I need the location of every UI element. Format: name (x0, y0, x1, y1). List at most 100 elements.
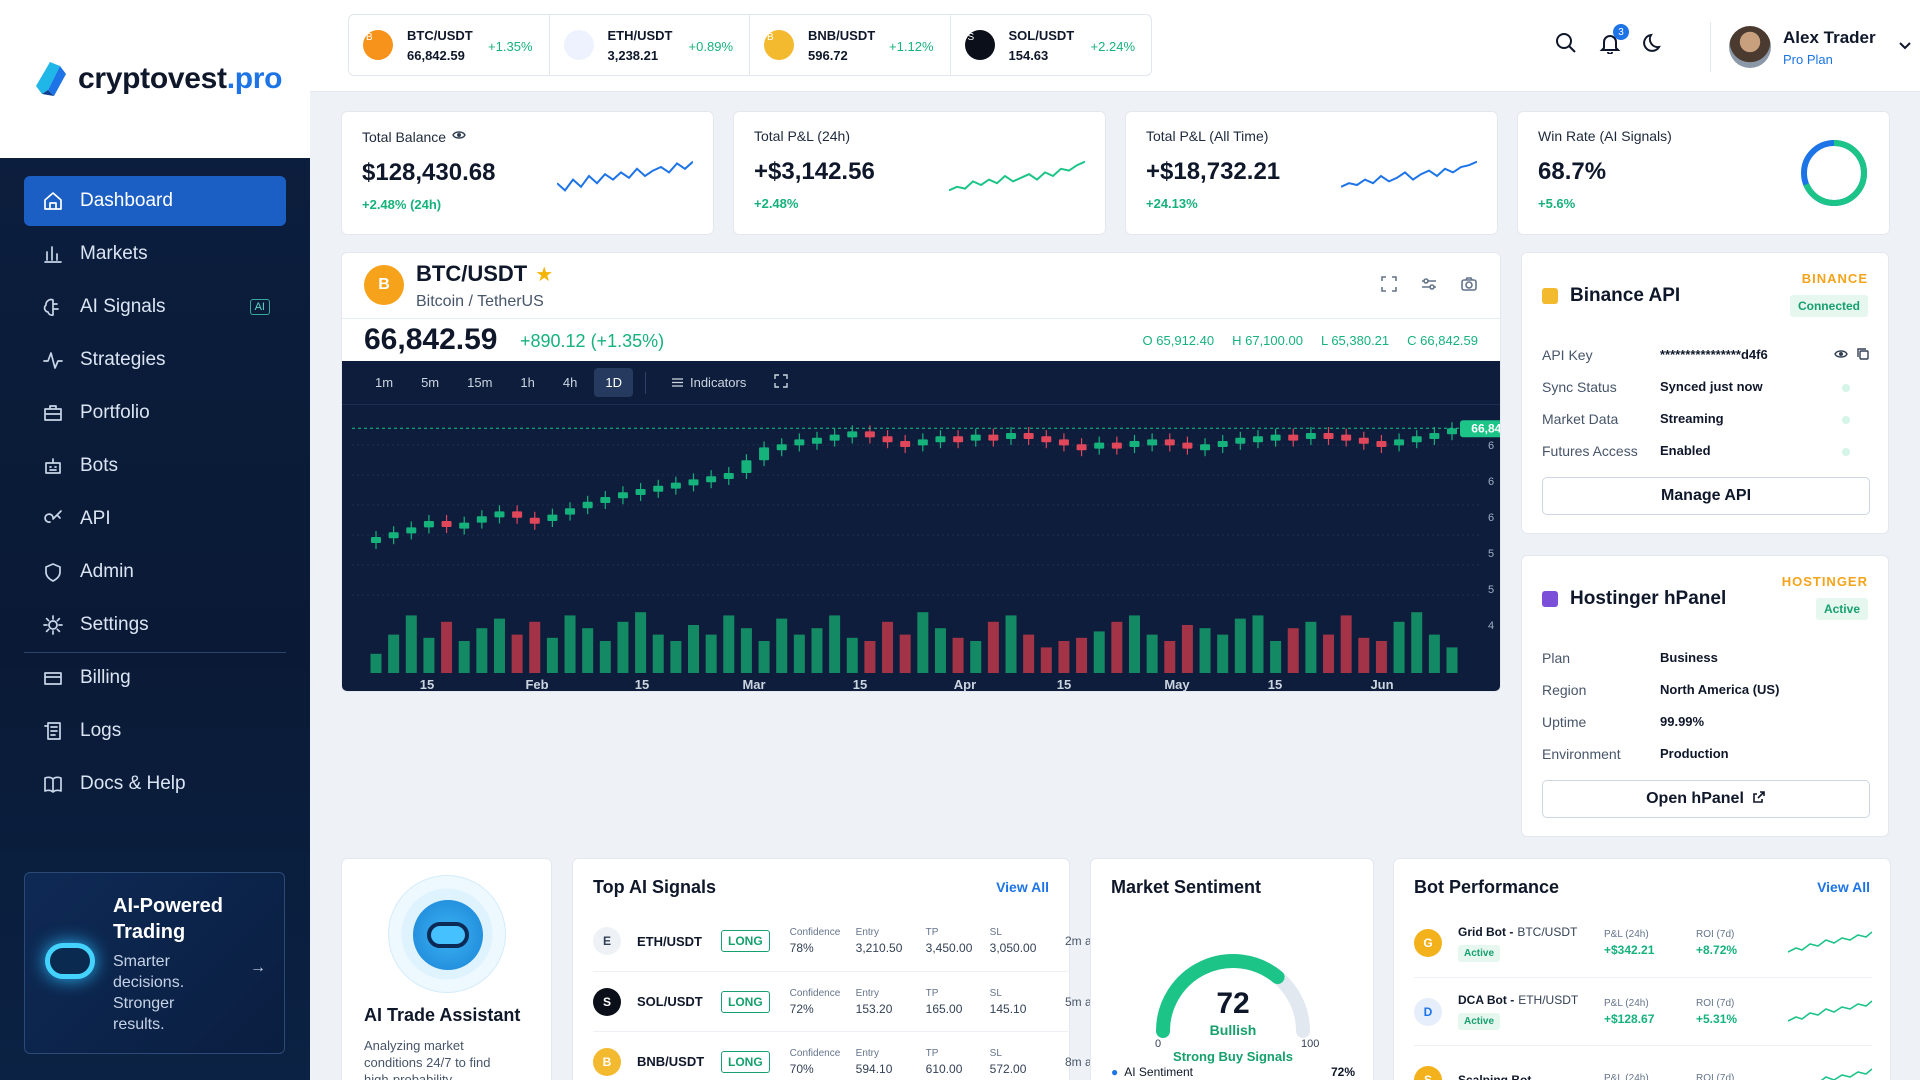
timeframe-1D[interactable]: 1D (594, 368, 633, 397)
sidebar-item-logs[interactable]: Logs (24, 706, 286, 756)
info-row: Futures Access Enabled (1542, 443, 1870, 459)
timeframe-5m[interactable]: 5m (421, 375, 440, 390)
timeframe-15m[interactable]: 15m (467, 375, 493, 390)
ai-assistant-card[interactable]: AI Trade Assistant Analyzing market cond… (341, 858, 552, 1080)
hostinger-status-badge: Active (1815, 598, 1868, 620)
camera-icon[interactable] (1460, 275, 1478, 298)
signal-row[interactable]: B BNB/USDT LONG Confidence 70% Entry 594.10 TP 6… (593, 1031, 1105, 1080)
x-tick-label: 15 (1057, 677, 1071, 692)
logo-icon (36, 62, 66, 96)
signal-side-badge: LONG (721, 990, 770, 1013)
candle (688, 479, 699, 486)
fullscreen-icon[interactable] (763, 367, 799, 398)
candlestick-chart[interactable]: 15 Feb 15 Mar 15 Apr 15 May 15 Jun 6 6 6 5 5 4 66,842.59 (342, 405, 1501, 692)
coin-icon: S (964, 30, 995, 60)
kpi-change: +24.13% (1146, 196, 1198, 211)
bot-row[interactable]: G Grid Bot - BTC/USDT Active P&L (24h) +$342.… (1414, 909, 1872, 977)
sidebar-item-markets[interactable]: Markets (24, 229, 286, 279)
ticker-item[interactable]: B BTC/USDT 66,842.59 +1.35% (349, 15, 550, 75)
col-header: SL (989, 927, 1002, 938)
sidebar-item-portfolio[interactable]: Portfolio (24, 388, 286, 438)
timeframe-4h[interactable]: 4h (562, 375, 578, 390)
status-dot (1842, 416, 1850, 424)
candle (1447, 428, 1457, 435)
kpi-change: +5.6% (1538, 196, 1576, 211)
ticker-item[interactable]: S SOL/USDT 154.63 +2.24% (951, 15, 1152, 75)
candle (741, 460, 752, 473)
sidebar-item-strategies[interactable]: Strategies (24, 335, 286, 385)
price-change: +890.12 (+1.35%) (520, 331, 665, 351)
bot-row[interactable]: D DCA Bot - ETH/USDT Active P&L (24h) +$128.6… (1414, 977, 1872, 1045)
bot-name: Scalping Bot - (1458, 1072, 1539, 1080)
ticker-item[interactable]: ETH/USDT 3,238.21 +0.89% (550, 15, 750, 75)
chevron-down-icon[interactable] (1898, 38, 1912, 57)
volume-bar (829, 615, 841, 673)
sidebar-item-settings[interactable]: Settings (24, 600, 286, 653)
signal-confidence: Confidence 78% (790, 927, 844, 955)
copy-icon[interactable] (1856, 347, 1870, 364)
sidebar-item-label: Logs (80, 720, 122, 741)
signal-entry: Entry 3,210.50 (856, 927, 914, 955)
sentiment-gauge: 0 100 72 Bullish Strong Buy Signals (1155, 954, 1319, 1064)
key-icon (42, 508, 64, 530)
sidebar-item-dashboard[interactable]: Dashboard (24, 176, 286, 226)
bot-status-badge: Active (1458, 944, 1501, 962)
timeframe-1h[interactable]: 1h (520, 375, 535, 390)
signal-entry: Entry 594.10 (856, 1048, 914, 1076)
bots-view-all-link[interactable]: View All (1817, 879, 1870, 895)
eye-icon[interactable] (452, 128, 466, 145)
bot-row[interactable]: S Scalping Bot - P&L (24h) ROI (7d) (1414, 1045, 1872, 1080)
volume-bar (776, 618, 788, 673)
signals-view-all-link[interactable]: View All (996, 879, 1049, 895)
info-row: Uptime 99.99% (1542, 714, 1870, 730)
briefcase-icon (42, 402, 64, 424)
sliders-icon[interactable] (1420, 275, 1438, 298)
signal-row[interactable]: S SOL/USDT LONG Confidence 72% Entry 153.20 TP 1… (593, 971, 1105, 1031)
signal-row[interactable]: E ETH/USDT LONG Confidence 78% Entry 3,210.50 T… (593, 911, 1105, 971)
col-header: TP (925, 987, 939, 999)
kpi-change: +2.48% (754, 196, 799, 211)
sparkline (1809, 1067, 1872, 1080)
candle (970, 434, 981, 441)
sidebar-item-billing[interactable]: Billing (24, 653, 286, 703)
logo[interactable]: cryptovest.pro (0, 0, 310, 158)
sidebar-item-label: API (80, 508, 111, 529)
sidebar-item-api[interactable]: API (24, 494, 286, 544)
sidebar-item-label: Docs & Help (80, 773, 186, 794)
expand-icon[interactable] (1380, 275, 1398, 298)
search-icon[interactable] (1555, 32, 1577, 54)
sidebar-item-bots[interactable]: Bots (24, 441, 286, 491)
col-value: 3,050.00 (989, 941, 1037, 955)
kpi-label: Total P&L (24h) (754, 128, 850, 144)
bell-icon[interactable]: 3 (1599, 24, 1629, 55)
timeframe-1m[interactable]: 1m (375, 375, 394, 390)
candle (706, 476, 717, 483)
sidebar-item-admin[interactable]: Admin (24, 547, 286, 597)
indicators-button[interactable]: Indicators (660, 368, 757, 397)
signal-tp: TP 3,450.00 (926, 927, 978, 955)
y-tick-label: 5 (1488, 548, 1494, 560)
star-icon[interactable]: ★ (535, 264, 554, 286)
sparkline (949, 160, 1085, 192)
eye-icon[interactable] (1834, 347, 1848, 364)
ai-pill-icon (45, 943, 95, 979)
ticker-item[interactable]: B BNB/USDT 596.72 +1.12% (750, 15, 951, 75)
candle (1023, 433, 1034, 439)
ai-promo-card[interactable]: AI-Powered Trading Smarter decisions. St… (24, 872, 285, 1054)
ticker-change: +1.12% (889, 39, 934, 54)
signal-side-badge: LONG (721, 930, 770, 952)
promo-title: AI-Powered Trading (113, 895, 224, 943)
sidebar-item-ai-signals[interactable]: AI Signals AI (24, 282, 286, 332)
manage-api-button[interactable]: Manage API (1542, 477, 1870, 515)
volume-bar (1252, 615, 1264, 673)
status-dot (1842, 448, 1850, 456)
open-hpanel-button[interactable]: Open hPanel (1542, 780, 1870, 818)
moon-icon[interactable] (1643, 32, 1665, 54)
user-menu[interactable]: Alex Trader Pro Plan (1710, 22, 1912, 72)
volume-bar (423, 637, 435, 673)
arrow-right-icon[interactable]: → (250, 959, 266, 976)
bar-chart-icon (42, 243, 64, 265)
sidebar-item-docs-help[interactable]: Docs & Help (24, 759, 286, 809)
top-signals-card: Top AI Signals View All E ETH/USDT LONG Con… (572, 858, 1105, 1080)
card-icon (42, 667, 64, 689)
